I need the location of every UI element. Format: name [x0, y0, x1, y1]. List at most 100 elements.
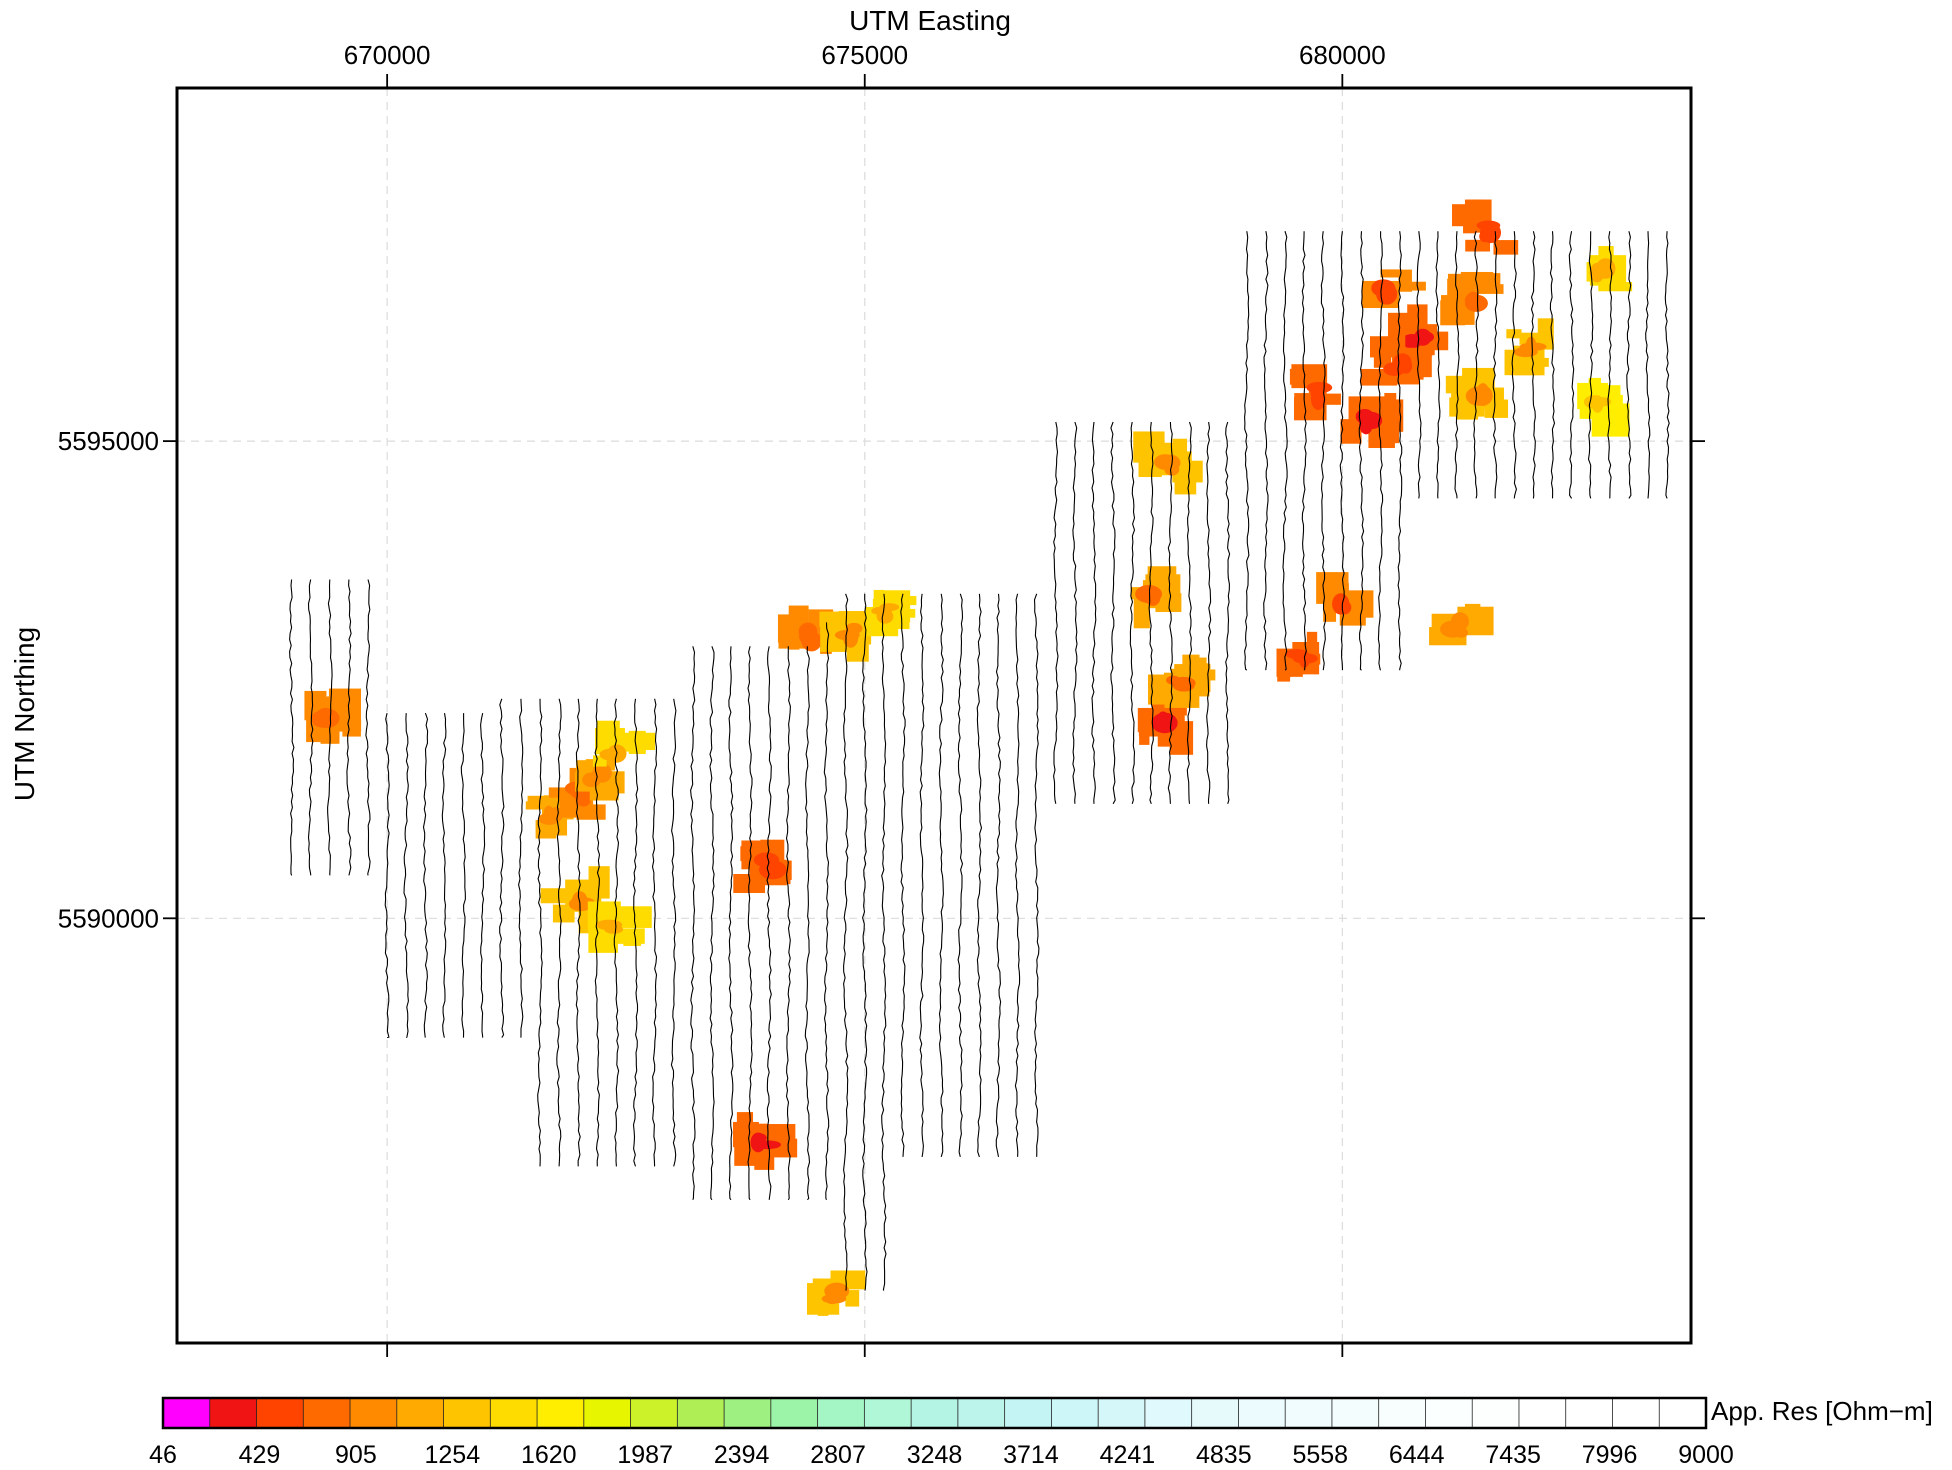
survey-line	[1072, 421, 1078, 804]
survey-line	[1397, 231, 1403, 671]
survey-line	[556, 698, 562, 1167]
colorbar-tick-label: 6444	[1389, 1441, 1445, 1469]
colorbar-swatch	[1331, 1397, 1380, 1429]
colorbar-swatch	[910, 1397, 959, 1429]
x-tick-label: 680000	[1299, 40, 1386, 70]
survey-line	[537, 698, 543, 1167]
survey-line	[804, 646, 811, 1201]
colorbar-swatch	[1378, 1397, 1427, 1429]
colorbar-frame	[161, 1396, 1708, 1430]
survey-line	[1110, 421, 1116, 805]
survey-line	[384, 712, 390, 1039]
survey-line	[480, 712, 486, 1038]
resistivity-anomaly	[592, 720, 656, 767]
colorbar-swatch	[1612, 1397, 1661, 1429]
resistivity-anomaly	[1147, 654, 1216, 708]
survey-line	[976, 593, 983, 1158]
survey-line	[957, 593, 964, 1158]
survey-line	[594, 698, 601, 1167]
survey-line	[441, 713, 447, 1038]
survey-line	[1416, 231, 1422, 499]
survey-line	[766, 646, 772, 1200]
survey-line	[1549, 231, 1556, 499]
survey-line	[1053, 421, 1059, 804]
survey-line	[785, 646, 791, 1201]
resistivity-anomaly	[1362, 269, 1426, 309]
colorbar: 46 429 905 1254 1620 1987 2394 2807 3248 3714 4241…	[149, 1396, 1734, 1469]
colorbar-tick-label: 1987	[617, 1441, 673, 1469]
survey-line	[938, 593, 944, 1158]
colorbar-swatch	[536, 1397, 585, 1429]
survey-line	[1263, 231, 1269, 671]
colorbar-swatch	[256, 1397, 305, 1429]
survey-line	[1607, 231, 1613, 499]
survey-line	[1186, 421, 1193, 804]
survey-line	[289, 579, 295, 876]
survey-line	[1225, 421, 1231, 804]
y-tick-label: 5595000	[58, 426, 159, 456]
x-tick-label: 675000	[821, 40, 908, 70]
colorbar-tick-label: 4835	[1196, 1441, 1252, 1469]
colorbar-swatch	[209, 1397, 258, 1429]
survey-line	[995, 593, 1002, 1158]
colorbar-swatch	[723, 1397, 772, 1429]
survey-line	[823, 622, 830, 1201]
survey-line	[843, 593, 849, 1291]
colorbar-tick-label: 3714	[1003, 1441, 1059, 1469]
colorbar-swatch	[583, 1397, 632, 1429]
resistivity-anomaly	[1586, 246, 1633, 292]
survey-line	[900, 593, 906, 1157]
colorbar-swatch	[676, 1397, 725, 1429]
y-axis-title: UTM Northing	[9, 627, 40, 801]
survey-line	[1377, 231, 1384, 671]
survey-line	[1664, 231, 1670, 499]
survey-line	[1339, 231, 1345, 671]
colorbar-swatch	[489, 1397, 538, 1429]
survey-line	[1568, 231, 1575, 499]
colorbar-swatch	[630, 1397, 679, 1429]
resistivity-anomaly	[304, 688, 362, 744]
survey-line	[651, 698, 658, 1167]
colorbar-swatch	[1238, 1397, 1287, 1429]
colorbar-swatch	[817, 1397, 866, 1429]
survey-line	[1244, 231, 1250, 671]
survey-line	[709, 646, 715, 1201]
survey-line	[613, 698, 620, 1167]
colorbar-swatch	[302, 1397, 351, 1429]
colorbar-tick-label: 7435	[1485, 1441, 1541, 1469]
survey-line	[1033, 593, 1040, 1157]
colorbar-swatch	[162, 1397, 211, 1429]
survey-line	[1587, 231, 1594, 499]
colorbar-tick-label: 1620	[521, 1441, 577, 1469]
survey-line	[460, 713, 466, 1038]
survey-line	[1320, 231, 1326, 671]
resistivity-anomaly	[1316, 572, 1374, 626]
colorbar-tick-label: 7996	[1582, 1441, 1638, 1469]
survey-line	[1282, 231, 1288, 671]
colorbar-swatch	[1144, 1397, 1193, 1429]
resistivity-anomaly	[819, 611, 872, 662]
colorbar-swatch	[1097, 1397, 1146, 1429]
survey-line	[1530, 231, 1536, 499]
colorbar-tick-label: 2394	[714, 1441, 770, 1469]
resistivity-anomaly	[1130, 566, 1182, 629]
survey-line	[1473, 231, 1479, 499]
colorbar-swatch	[863, 1397, 913, 1429]
resistivity-anomaly	[1133, 431, 1203, 495]
resistivity-anomaly	[1289, 364, 1341, 421]
survey-line	[1167, 421, 1174, 804]
colorbar-swatch	[1518, 1397, 1567, 1429]
resistivity-anomaly	[1429, 603, 1494, 646]
survey-line	[1206, 421, 1212, 804]
survey-line	[575, 698, 581, 1167]
resistivity-anomaly	[733, 839, 792, 894]
survey-line	[1091, 421, 1097, 804]
survey-line	[307, 579, 314, 876]
colorbar-swatch	[1658, 1397, 1707, 1429]
y-tick-label: 5590000	[58, 903, 159, 933]
survey-line	[403, 713, 409, 1039]
colorbar-swatch	[349, 1397, 398, 1429]
colorbar-tick-label: 2807	[810, 1441, 866, 1469]
colorbar-swatch	[1284, 1397, 1333, 1429]
colorbar-swatch	[770, 1397, 819, 1429]
